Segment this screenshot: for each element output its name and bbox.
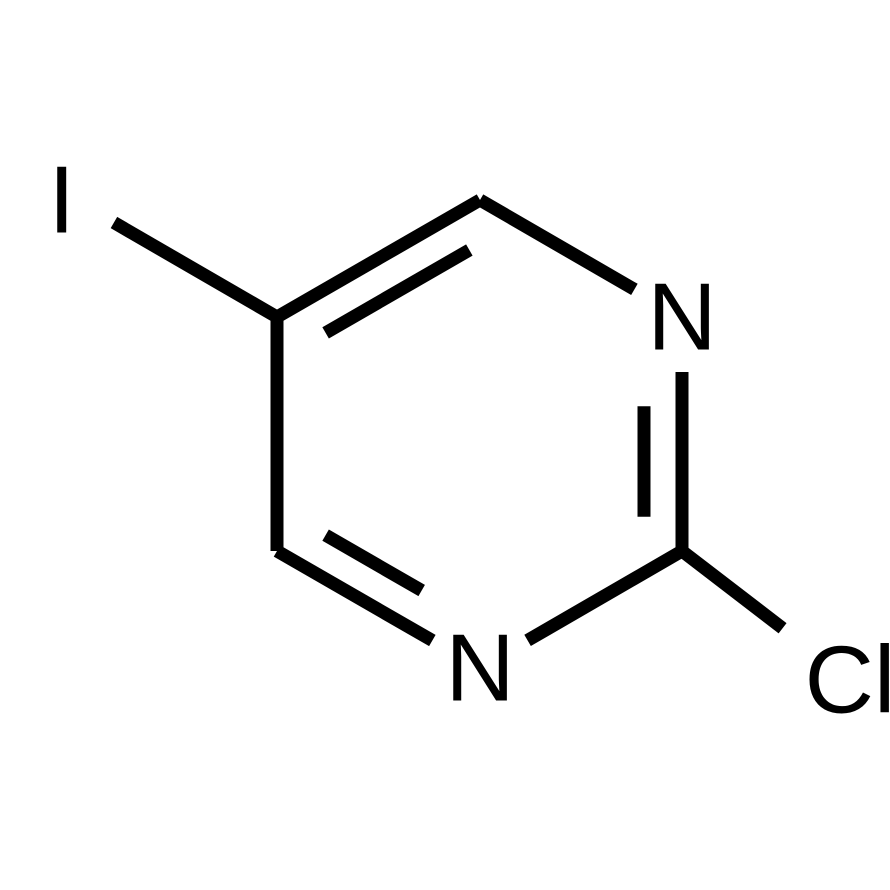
atom-label-n: N — [647, 264, 716, 371]
atom-label-i: I — [48, 147, 75, 254]
molecule-diagram: I N Cl N — [0, 0, 890, 890]
atom-label-n: N — [445, 615, 514, 722]
atom-label-cl: Cl — [805, 627, 890, 734]
